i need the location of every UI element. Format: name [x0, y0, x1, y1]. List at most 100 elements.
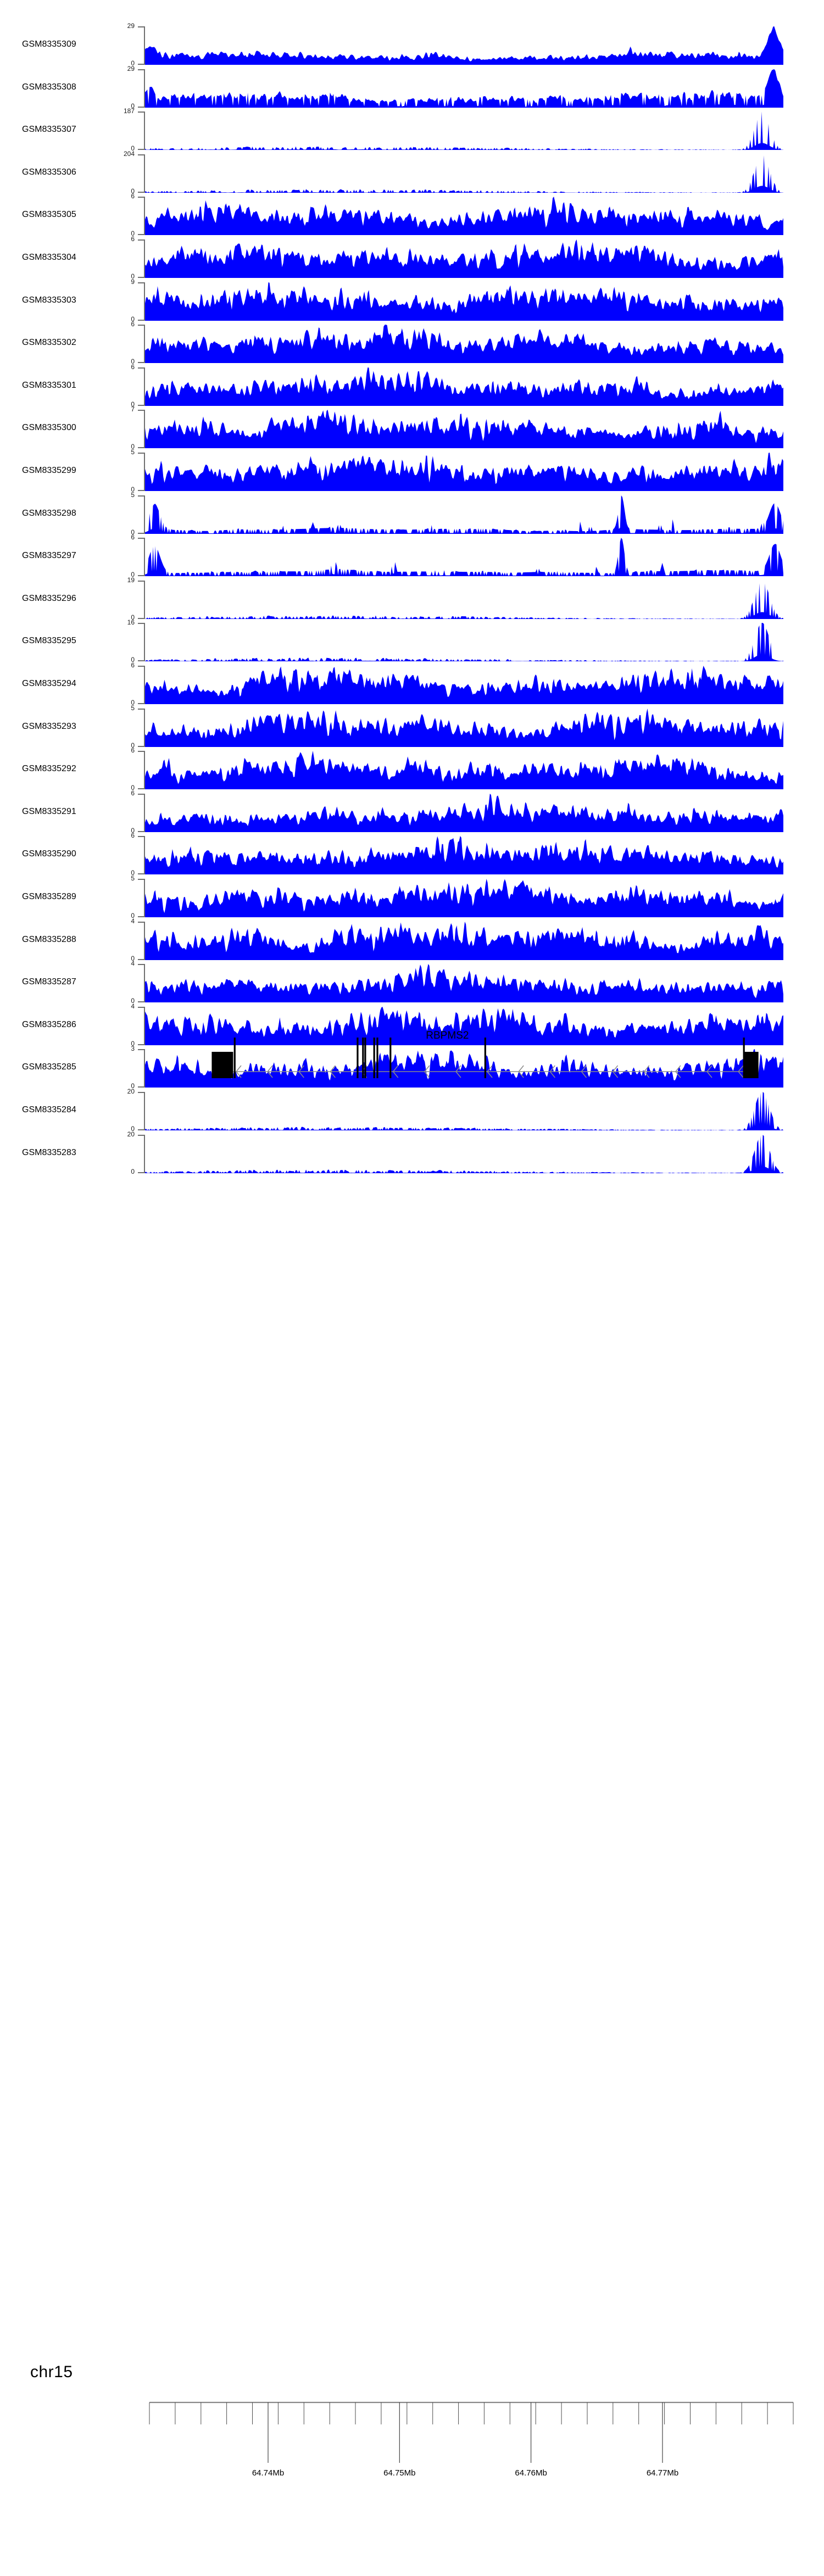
coverage-plot-area[interactable]: [145, 495, 783, 534]
coverage-track[interactable]: GSM8335299 5 0: [0, 448, 824, 493]
coverage-track[interactable]: GSM8335305 6 0: [0, 192, 824, 237]
track-y-axis: [144, 239, 145, 278]
track-sample-label: GSM8335309: [22, 40, 76, 49]
coverage-plot-area[interactable]: [145, 1049, 783, 1088]
track-sample-label: GSM8335291: [22, 806, 76, 816]
y-axis-zero-value: 0: [131, 315, 135, 323]
y-axis-zero-value: 0: [131, 528, 135, 536]
track-sample-label: GSM8335293: [22, 721, 76, 731]
track-y-axis: [144, 538, 145, 577]
y-axis-tick-zero: [138, 149, 144, 150]
coverage-plot-area[interactable]: [145, 879, 783, 917]
y-axis-zero-value: 0: [131, 656, 135, 664]
coverage-plot-area[interactable]: [145, 623, 783, 662]
track-y-axis: [144, 367, 145, 406]
coverage-plot-area[interactable]: [145, 154, 783, 193]
coverage-plot-area[interactable]: [145, 751, 783, 790]
gene-model-panel: RBPMS2: [0, 1023, 824, 1133]
coverage-track[interactable]: GSM8335288 4 0: [0, 917, 824, 962]
track-sample-label: GSM8335296: [22, 593, 76, 603]
coverage-track[interactable]: GSM8335307 187 0: [0, 107, 824, 152]
y-axis-tick-zero: [138, 277, 144, 278]
coverage-plot-area[interactable]: [145, 964, 783, 1003]
y-axis-tick-zero: [138, 617, 144, 619]
coverage-plot-area[interactable]: [145, 836, 783, 875]
y-axis-max-value: 5: [131, 490, 135, 499]
coverage-plot-area[interactable]: [145, 666, 783, 704]
y-axis-tick-zero: [138, 788, 144, 790]
coverage-plot-area[interactable]: [145, 793, 783, 832]
coverage-track[interactable]: GSM8335304 6 0: [0, 235, 824, 280]
y-axis-zero-value: 0: [131, 1039, 135, 1047]
coverage-plot-area[interactable]: [145, 1006, 783, 1045]
coverage-track[interactable]: GSM8335308 29 0: [0, 65, 824, 110]
y-axis-max-value: 204: [123, 149, 135, 158]
track-sample-label: GSM8335290: [22, 849, 76, 859]
coverage-track[interactable]: GSM8335300 7 0: [0, 405, 824, 451]
y-axis-tick-zero: [138, 447, 144, 449]
coverage-plot-area[interactable]: [145, 453, 783, 491]
y-axis-max-value: 20: [127, 1130, 135, 1138]
coverage-track[interactable]: GSM8335287 4 0: [0, 960, 824, 1005]
coverage-track[interactable]: GSM8335291 6 0: [0, 789, 824, 834]
coverage-track[interactable]: GSM8335290 6 0: [0, 832, 824, 877]
coverage-plot-area[interactable]: [145, 581, 783, 619]
coverage-plot-area[interactable]: [145, 197, 783, 236]
coverage-plot-area[interactable]: [145, 367, 783, 406]
coverage-plot-area[interactable]: [145, 111, 783, 150]
coverage-plot-area[interactable]: [145, 26, 783, 65]
y-axis-tick-max: [138, 1006, 144, 1008]
gene-model-graphic[interactable]: [0, 1023, 824, 1084]
track-y-axis: [144, 623, 145, 662]
coverage-track[interactable]: GSM8335286 4 0: [0, 1002, 824, 1047]
coverage-track[interactable]: GSM8335309 29 0: [0, 22, 824, 67]
track-sample-label: GSM8335287: [22, 977, 76, 987]
coverage-plot-area[interactable]: [145, 325, 783, 364]
y-axis-max-value: 6: [131, 661, 135, 669]
y-axis-max-value: 6: [131, 235, 135, 243]
track-y-axis: [144, 69, 145, 108]
coverage-track[interactable]: GSM8335294 6 0: [0, 661, 824, 706]
y-axis-max-value: 5: [131, 874, 135, 882]
coverage-plot-area[interactable]: [145, 410, 783, 449]
y-axis-max-value: 6: [131, 746, 135, 755]
coverage-track[interactable]: GSM8335285 3 0: [0, 1045, 824, 1090]
coverage-track[interactable]: GSM8335295 16 0: [0, 618, 824, 664]
coverage-track[interactable]: GSM8335303 9 0: [0, 278, 824, 323]
coverage-track[interactable]: GSM8335289 5 0: [0, 874, 824, 919]
y-axis-max-value: 6: [131, 363, 135, 371]
coverage-plot-area[interactable]: [145, 239, 783, 278]
coverage-track[interactable]: GSM8335283 20 0: [0, 1130, 824, 1175]
y-axis-max-value: 187: [123, 107, 135, 115]
coverage-plot-area[interactable]: [145, 708, 783, 747]
track-y-axis: [144, 708, 145, 747]
coverage-plot-area[interactable]: [145, 1134, 783, 1173]
coverage-plot-area[interactable]: [145, 538, 783, 577]
y-axis-max-value: 6: [131, 832, 135, 840]
coverage-track[interactable]: GSM8335301 6 0: [0, 363, 824, 408]
y-axis-tick-max: [138, 239, 144, 241]
track-sample-label: GSM8335302: [22, 338, 76, 348]
coverage-track[interactable]: GSM8335306 204 0: [0, 150, 824, 195]
coverage-track[interactable]: GSM8335292 6 0: [0, 746, 824, 791]
coverage-plot-area[interactable]: [145, 69, 783, 108]
y-axis-zero-value: 0: [131, 443, 135, 451]
y-axis-zero-value: 0: [131, 1167, 135, 1175]
y-axis-tick-max: [138, 836, 144, 838]
coverage-plot-area[interactable]: [145, 282, 783, 321]
genome-coordinate-ruler[interactable]: 64.74Mb 64.75Mb 64.76Mb 64.77Mb: [0, 2384, 824, 2483]
y-axis-tick-max: [138, 538, 144, 539]
coverage-plot-area[interactable]: [145, 921, 783, 960]
coverage-track[interactable]: GSM8335296 19 0: [0, 576, 824, 621]
y-axis-tick-zero: [138, 958, 144, 960]
coverage-track[interactable]: GSM8335302 6 0: [0, 320, 824, 365]
y-axis-tick-max: [138, 879, 144, 880]
y-axis-tick-zero: [138, 1172, 144, 1173]
y-axis-tick-zero: [138, 319, 144, 321]
y-axis-tick-zero: [138, 490, 144, 491]
y-axis-zero-value: 0: [131, 102, 135, 110]
coverage-track[interactable]: GSM8335298 5 0: [0, 491, 824, 536]
coverage-track[interactable]: GSM8335297 6 0: [0, 533, 824, 578]
coverage-track[interactable]: GSM8335293 5 0: [0, 704, 824, 749]
coverage-track[interactable]: GSM8335284 20 0: [0, 1088, 824, 1133]
